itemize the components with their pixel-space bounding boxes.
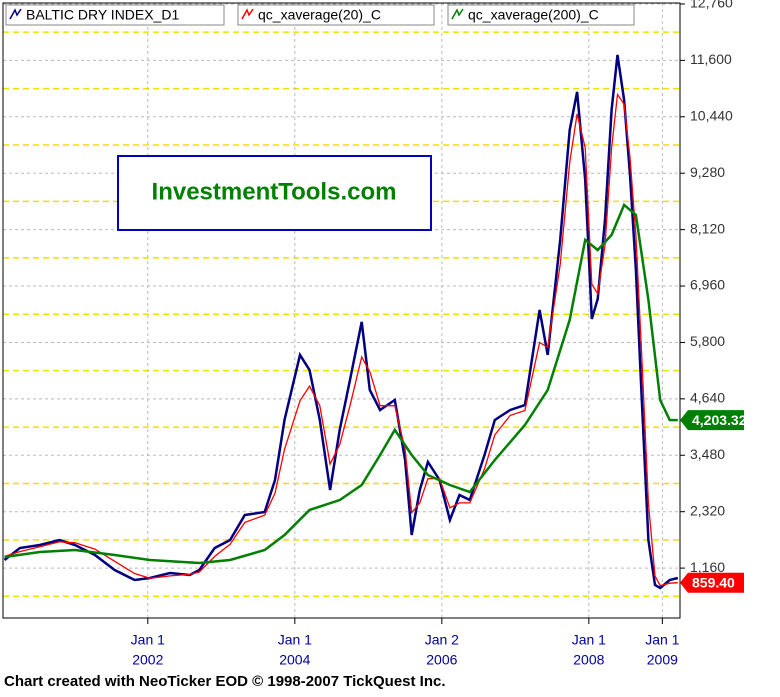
x-tick-year: 2004: [279, 652, 310, 668]
x-tick-year: 2008: [573, 652, 604, 668]
legend-swatch: [9, 8, 22, 20]
x-tick-label: Jan 2: [425, 632, 459, 648]
legend-label: qc_xaverage(20)_C: [258, 7, 381, 23]
series-line: [4, 92, 678, 587]
y-tick-label: 8,120: [690, 220, 725, 236]
plot-frame: [2, 2, 681, 619]
x-tick-label: Jan 1: [131, 632, 165, 648]
legend-box: [447, 4, 635, 26]
x-tick-label: Jan 1: [278, 632, 312, 648]
x-tick-label: Jan 1: [572, 632, 606, 648]
footer: Chart created with NeoTicker EOD © 1998-…: [4, 673, 446, 690]
y-tick-label: 3,480: [690, 446, 725, 462]
x-tick-label: Jan 1: [645, 632, 679, 648]
last-value-label: 4,203.32: [692, 412, 747, 428]
x-tick-year: 2009: [647, 652, 678, 668]
last-value-label: 859.40: [692, 574, 735, 590]
legend-label: BALTIC DRY INDEX_D1: [26, 7, 179, 23]
y-tick-label: 11,600: [690, 51, 732, 67]
y-tick-label: 2,320: [690, 502, 725, 518]
series-line: [4, 202, 678, 565]
last-value-tag: [680, 572, 744, 593]
y-tick-label: 5,800: [690, 333, 725, 349]
watermark: InvestmentTools.com: [152, 178, 397, 205]
legend-swatch: [241, 8, 254, 20]
legend-swatch: [451, 8, 464, 20]
legend-box: [237, 4, 435, 26]
y-tick-label: 4,640: [690, 390, 725, 406]
y-tick-label: 9,280: [690, 164, 725, 180]
watermark-box: [117, 155, 432, 231]
x-tick-year: 2006: [426, 652, 457, 668]
y-tick-label: 12,760: [690, 0, 733, 11]
lines: [3, 54, 679, 590]
legend-box: [5, 4, 225, 26]
legend-label: qc_xaverage(200)_C: [468, 7, 599, 23]
x-tick-year: 2002: [132, 652, 163, 668]
last-value-tag: [680, 410, 744, 431]
y-tick-label: 1,160: [690, 559, 725, 575]
y-tick-label: 6,960: [690, 277, 725, 293]
y-tick-label: 10,440: [690, 108, 733, 124]
